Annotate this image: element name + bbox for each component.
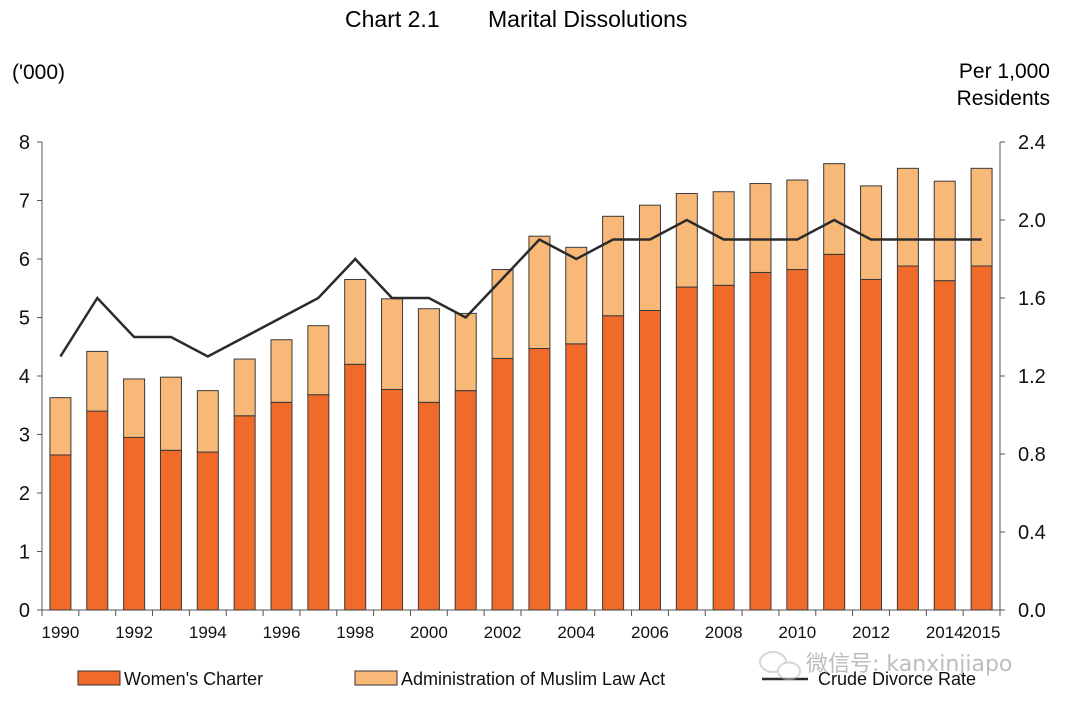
bar-womens-charter-2005 <box>602 315 625 611</box>
chart-title: Marital Dissolutions <box>488 6 687 32</box>
bar-womens-charter-2004 <box>565 343 588 611</box>
bar-womens-charter-2010 <box>786 269 809 611</box>
right-tick-label: 0.4 <box>1018 522 1046 544</box>
right-tick-label: 0.0 <box>1018 600 1046 622</box>
legend: Women's Charter Administration of Muslim… <box>77 669 976 689</box>
bar-womens-charter-2014 <box>933 280 956 611</box>
bar-womens-charter-2000 <box>417 401 440 611</box>
x-tick-label-1996: 1996 <box>263 623 301 642</box>
line-crude-divorce-rate <box>59 218 982 358</box>
bar-muslim-law-act-1994 <box>196 390 219 453</box>
legend-label-crude-divorce-rate: Crude Divorce Rate <box>818 669 976 689</box>
bar-womens-charter-2013 <box>896 265 919 611</box>
x-tick-label-2014: 2014 <box>926 623 964 642</box>
legend-label-muslim-law-act: Administration of Muslim Law Act <box>401 669 665 689</box>
bar-muslim-law-act-1992 <box>123 378 146 438</box>
x-tick-label-1994: 1994 <box>189 623 227 642</box>
legend-label-womens-charter: Women's Charter <box>124 669 263 689</box>
x-tick-label-2015: 2015 <box>963 623 1001 642</box>
right-tick-label: 1.2 <box>1018 366 1046 388</box>
wechat-logo-icon <box>759 651 801 681</box>
bar-muslim-law-act-2003 <box>528 235 551 350</box>
bar-womens-charter-2007 <box>675 286 698 611</box>
legend-swatch-muslim-law-act <box>354 670 398 686</box>
bar-womens-charter-2002 <box>491 357 514 611</box>
left-tick-label: 2 <box>19 483 30 505</box>
bar-womens-charter-2012 <box>860 278 883 611</box>
bar-womens-charter-2009 <box>749 271 772 611</box>
bar-muslim-law-act-1999 <box>381 298 404 390</box>
x-tick-label-2008: 2008 <box>705 623 743 642</box>
x-tick-label-2006: 2006 <box>631 623 669 642</box>
bar-muslim-law-act-2012 <box>860 185 883 280</box>
bar-womens-charter-1992 <box>123 436 146 611</box>
bar-womens-charter-1999 <box>381 388 404 611</box>
bar-womens-charter-1998 <box>344 363 367 611</box>
bar-womens-charter-2001 <box>454 390 477 611</box>
bar-womens-charter-2008 <box>712 284 735 611</box>
bar-womens-charter-1993 <box>159 449 182 611</box>
plot-area: 0 1 2 3 4 5 6 7 8 0.0 0.4 0.8 1.2 1.6 2.0 2.4 1990 1992 19… <box>19 132 1046 642</box>
left-tick-label: 6 <box>19 249 30 271</box>
right-tick-label: 1.6 <box>1018 288 1046 310</box>
right-axis-label-line1: Per 1,000 <box>959 60 1050 83</box>
bar-muslim-law-act-1995 <box>233 358 256 417</box>
x-tick-label-2012: 2012 <box>852 623 890 642</box>
bar-womens-charter-2011 <box>823 253 846 611</box>
bar-womens-charter-1991 <box>86 410 109 611</box>
bar-muslim-law-act-2006 <box>638 204 661 311</box>
bar-womens-charter-2015 <box>970 265 993 611</box>
bar-muslim-law-act-2007 <box>675 192 698 288</box>
bar-muslim-law-act-2001 <box>454 312 477 392</box>
bar-muslim-law-act-2011 <box>823 163 846 255</box>
wechat-watermark: 微信号: kanxinjiapo <box>759 651 1012 681</box>
left-tick-label: 7 <box>19 191 30 213</box>
left-tick-label: 3 <box>19 425 30 447</box>
x-tick-label-1990: 1990 <box>42 623 80 642</box>
right-tick-label: 2.4 <box>1018 132 1046 154</box>
bar-womens-charter-1990 <box>49 454 72 611</box>
bar-muslim-law-act-1990 <box>49 397 72 456</box>
bar-muslim-law-act-2000 <box>417 308 440 403</box>
legend-swatch-womens-charter <box>77 670 121 686</box>
bar-muslim-law-act-2009 <box>749 183 772 273</box>
bar-muslim-law-act-2010 <box>786 179 809 271</box>
x-tick-label-1998: 1998 <box>336 623 374 642</box>
bar-womens-charter-1995 <box>233 415 256 611</box>
left-tick-label: 4 <box>19 366 30 388</box>
bar-muslim-law-act-1998 <box>344 278 367 365</box>
bar-muslim-law-act-1991 <box>86 350 109 412</box>
left-tick-label: 0 <box>19 600 30 622</box>
chart-title-prefix: Chart 2.1 <box>345 6 440 32</box>
bar-muslim-law-act-2014 <box>933 180 956 282</box>
bar-womens-charter-2006 <box>638 309 661 611</box>
bar-muslim-law-act-1997 <box>307 325 330 396</box>
bar-muslim-law-act-1993 <box>159 376 182 451</box>
bar-muslim-law-act-2013 <box>896 167 919 267</box>
bar-womens-charter-2003 <box>528 348 551 611</box>
bar-muslim-law-act-2005 <box>602 215 625 317</box>
right-tick-label: 0.8 <box>1018 444 1046 466</box>
left-tick-label: 5 <box>19 308 30 330</box>
bar-womens-charter-1996 <box>270 401 293 611</box>
bar-muslim-law-act-2002 <box>491 269 514 359</box>
left-tick-label: 1 <box>19 542 30 564</box>
x-tick-label-2002: 2002 <box>484 623 522 642</box>
x-tick-label-2000: 2000 <box>410 623 448 642</box>
x-tick-label-2004: 2004 <box>557 623 595 642</box>
watermark-text: 微信号: kanxinjiapo <box>806 652 1012 677</box>
x-tick-label-1992: 1992 <box>115 623 153 642</box>
bar-muslim-law-act-1996 <box>270 339 293 403</box>
left-tick-label: 8 <box>19 132 30 154</box>
x-tick-label-2010: 2010 <box>778 623 816 642</box>
bar-muslim-law-act-2004 <box>565 246 588 345</box>
bar-muslim-law-act-2015 <box>970 167 993 267</box>
right-axis-label-line2: Residents <box>957 87 1050 110</box>
left-axis-label: ('000) <box>12 61 65 84</box>
bar-womens-charter-1994 <box>196 451 219 611</box>
bar-womens-charter-1997 <box>307 394 330 611</box>
right-tick-label: 2.0 <box>1018 210 1046 232</box>
